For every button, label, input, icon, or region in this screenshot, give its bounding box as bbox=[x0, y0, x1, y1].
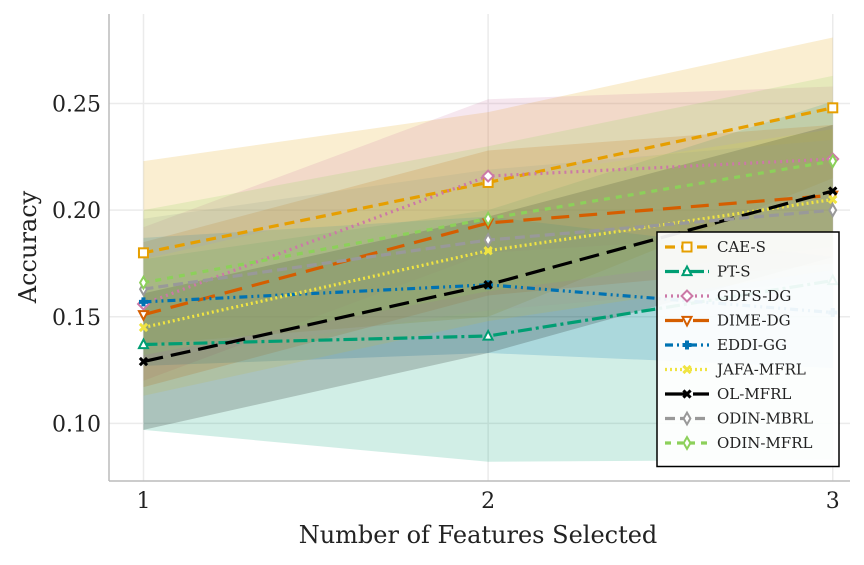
confidence-band bbox=[143, 124, 833, 430]
legend-marker bbox=[682, 364, 692, 375]
legend-marker bbox=[682, 410, 692, 427]
legend-label: GDFS-DG bbox=[717, 287, 791, 305]
data-point bbox=[138, 322, 149, 333]
legend: CAE-S PT-S GDFS-DG DIME-DG EDDI-GG JAFA-MFRL O… bbox=[656, 231, 840, 468]
legend-marker bbox=[680, 264, 694, 277]
series bbox=[138, 153, 838, 291]
legend-label: DIME-DG bbox=[717, 312, 791, 330]
x-tick-label: 2 bbox=[481, 489, 495, 514]
legend-label: ODIN-MBRL bbox=[717, 410, 813, 428]
data-point bbox=[828, 153, 838, 169]
x-tick-label: 1 bbox=[136, 489, 150, 514]
legend-label: JAFA-MFRL bbox=[715, 361, 806, 379]
y-ticks: 0.10 0.15 0.20 0.25 bbox=[52, 93, 101, 438]
legend-item: EDDI-GG bbox=[665, 336, 787, 354]
data-point bbox=[138, 274, 148, 291]
data-point bbox=[137, 247, 149, 259]
data-point bbox=[827, 102, 839, 114]
legend-label: CAE-S bbox=[717, 238, 766, 256]
legend-item: JAFA-MFRL bbox=[665, 361, 806, 379]
grid bbox=[109, 14, 850, 481]
x-ticks: 1 2 3 bbox=[136, 489, 839, 514]
legend-marker bbox=[680, 289, 694, 303]
legend-item: GDFS-DG bbox=[665, 287, 791, 305]
series bbox=[138, 194, 838, 333]
data-point bbox=[483, 210, 493, 227]
legend-label: PT-S bbox=[717, 263, 751, 281]
legend-marker bbox=[680, 315, 694, 328]
data-point bbox=[483, 280, 493, 290]
legend-marker bbox=[682, 389, 692, 399]
legend-item: OL-MFRL bbox=[665, 385, 791, 403]
y-tick-label: 0.15 bbox=[52, 306, 101, 331]
y-tick-label: 0.20 bbox=[52, 199, 101, 224]
legend-item: ODIN-MBRL bbox=[665, 410, 813, 428]
data-point bbox=[483, 232, 493, 248]
y-axis-label: Accuracy bbox=[14, 190, 42, 304]
data-point bbox=[828, 202, 838, 219]
data-point bbox=[828, 186, 838, 196]
data-point bbox=[137, 337, 150, 350]
series-line bbox=[143, 193, 833, 317]
series-line bbox=[143, 197, 834, 330]
data-point bbox=[828, 194, 838, 205]
series-line bbox=[143, 283, 833, 315]
legend-marker bbox=[682, 340, 692, 350]
data-point bbox=[481, 328, 495, 341]
x-tick-label: 3 bbox=[826, 489, 840, 514]
axes bbox=[108, 14, 850, 482]
series bbox=[138, 186, 838, 367]
data-point bbox=[138, 297, 148, 307]
y-tick-label: 0.25 bbox=[52, 93, 101, 118]
legend-label: ODIN-MFRL bbox=[717, 434, 813, 452]
confidence-band bbox=[143, 129, 833, 396]
x-axis-label: Number of Features Selected bbox=[299, 521, 658, 549]
series-line bbox=[143, 106, 834, 255]
legend-item: CAE-S bbox=[665, 238, 766, 256]
data-point bbox=[138, 356, 149, 367]
data-point bbox=[137, 310, 150, 322]
data-point bbox=[483, 246, 493, 256]
legend-marker bbox=[681, 241, 693, 253]
legend-item: PT-S bbox=[665, 263, 751, 281]
legend-marker bbox=[682, 435, 692, 451]
legend-label: OL-MFRL bbox=[717, 385, 791, 403]
data-point bbox=[481, 169, 495, 183]
series bbox=[138, 202, 838, 297]
y-tick-label: 0.10 bbox=[52, 412, 101, 437]
legend-item: ODIN-MFRL bbox=[665, 434, 813, 452]
legend-item: DIME-DG bbox=[665, 312, 791, 330]
legend-label: EDDI-GG bbox=[717, 336, 787, 354]
